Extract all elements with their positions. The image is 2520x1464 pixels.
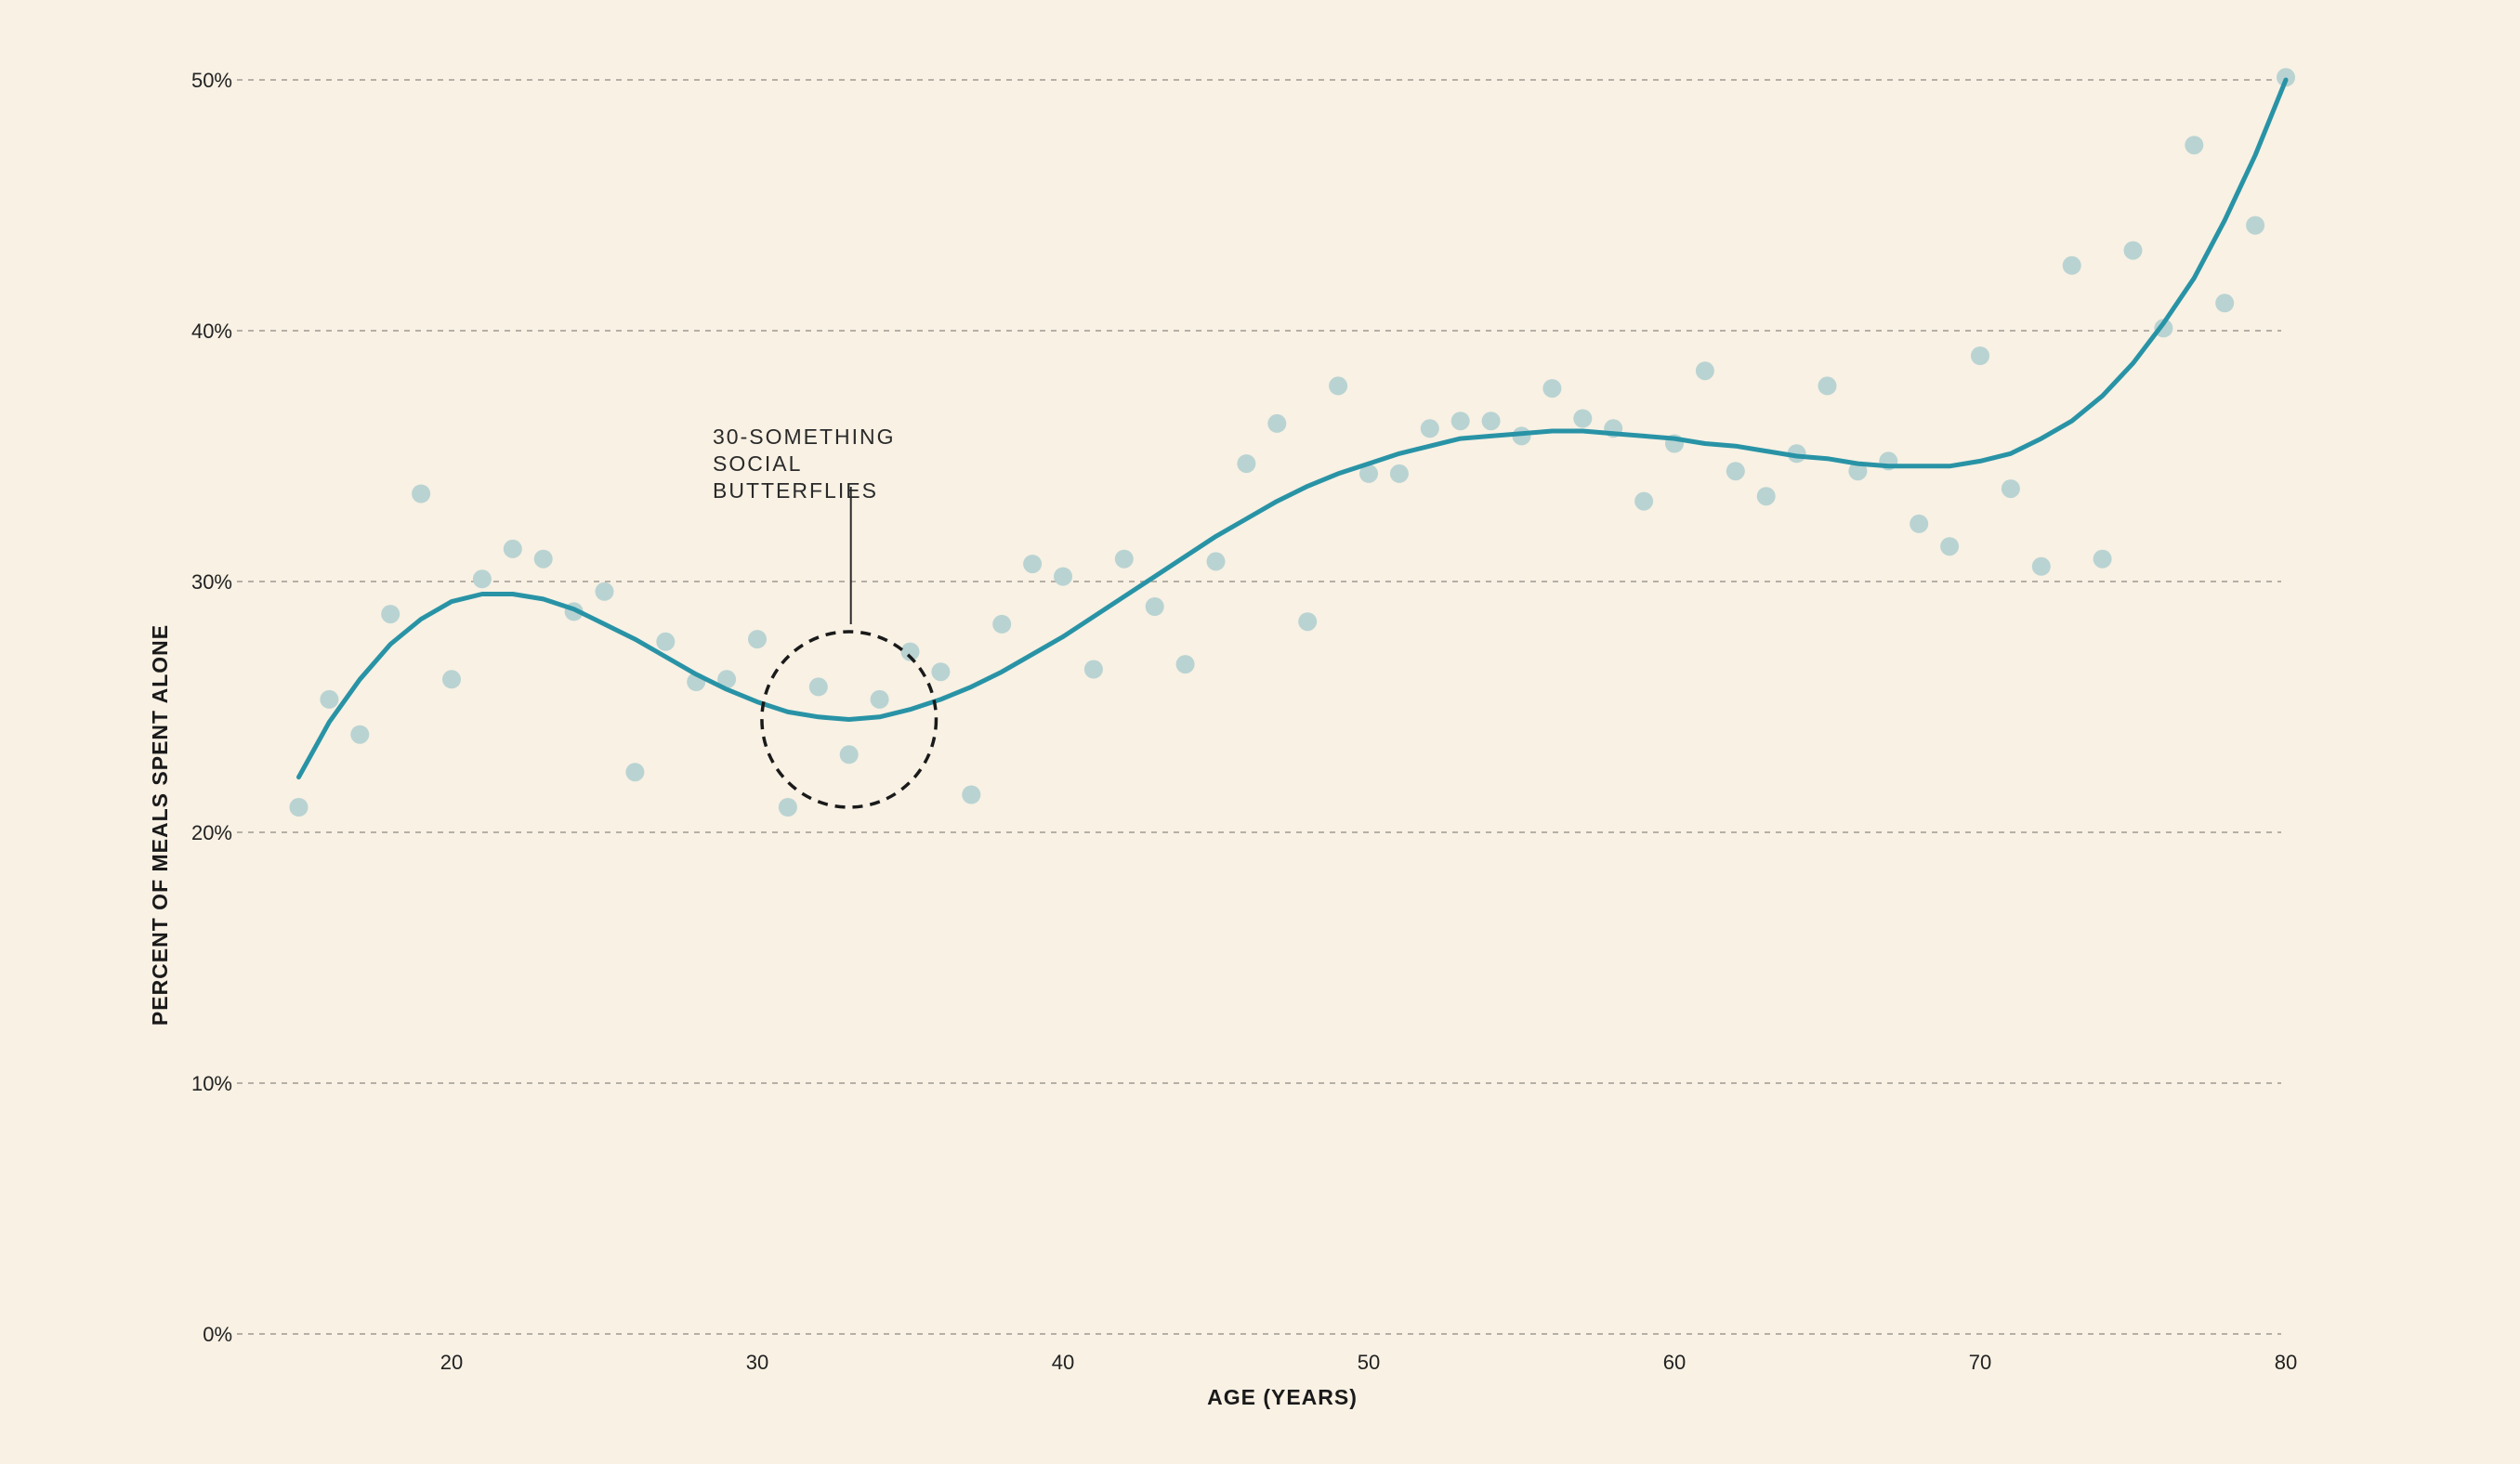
data-point [1298,612,1318,632]
data-point [1054,567,1072,586]
data-point [2185,136,2204,155]
data-point [289,798,308,817]
data-point [1114,549,1134,569]
data-point [2062,255,2081,275]
data-point [1940,537,1960,556]
data-point [1175,655,1195,674]
data-point [1145,597,1164,616]
data-point [1206,552,1226,571]
data-point [2001,479,2020,499]
data-point [381,605,400,624]
x-tick-label: 80 [2275,1351,2297,1374]
y-tick-label: 0% [203,1323,232,1346]
data-point [1023,555,1043,574]
data-point [595,582,614,601]
data-point [350,725,370,744]
data-point [1359,464,1378,483]
data-point [839,745,859,765]
data-point [1329,376,1348,396]
y-tick-labels: 0% 10% 20% 30% 40% 50% [191,69,232,1346]
y-axis-title: PERCENT OF MEALS SPENT ALONE [148,624,172,1026]
annotation-circle [760,630,938,809]
data-point [472,569,492,589]
data-point [808,677,828,697]
annotation-label-line: 30-SOMETHING [713,425,896,449]
data-point [1542,379,1562,399]
annotation-label-line: SOCIAL [713,451,802,476]
data-point [533,549,553,569]
trend-layer [296,77,2289,780]
x-tick-label: 30 [746,1351,768,1374]
data-point [748,630,767,649]
data-point [900,642,920,661]
data-point [1237,454,1256,474]
y-tick-label: 40% [191,320,232,343]
trend-line [296,77,2289,780]
data-points [289,68,2295,817]
x-tick-label: 70 [1969,1351,1991,1374]
data-point [1481,412,1501,431]
x-tick-label: 20 [440,1351,463,1374]
data-point [1450,412,1470,431]
data-point [870,689,889,709]
data-point [656,632,676,651]
y-tick-label: 30% [191,570,232,594]
data-point [1818,376,1837,396]
data-point [1910,514,1929,533]
y-tick-label: 10% [191,1072,232,1095]
data-point [1756,487,1776,506]
x-tick-label: 60 [1663,1351,1686,1374]
data-point [1083,660,1103,679]
data-point [442,670,461,689]
data-point [931,662,951,682]
data-point [1573,409,1593,428]
data-point [2215,294,2235,313]
data-point [717,670,737,689]
x-tick-label: 50 [1358,1351,1380,1374]
data-point [2123,241,2143,260]
data-point [962,785,981,804]
data-point [412,484,431,503]
data-point [1695,361,1714,381]
data-point [2093,549,2112,569]
y-tick-label: 50% [191,69,232,92]
x-axis-title: AGE (YEARS) [1207,1385,1358,1409]
x-tick-label: 40 [1052,1351,1074,1374]
data-point [1971,346,1989,365]
data-point [503,539,522,558]
data-point [1848,462,1868,481]
data-point [778,798,797,817]
data-point [1726,462,1745,481]
x-tick-labels: 20 30 40 50 60 70 80 [440,1351,2297,1374]
data-point [1267,413,1287,433]
data-point [2277,68,2295,87]
data-point [2246,216,2265,235]
data-point [320,689,339,709]
data-point [1389,464,1409,483]
annotation-label-line: BUTTERFLIES [713,478,878,503]
y-tick-label: 20% [191,821,232,844]
data-point [1634,491,1654,511]
data-point [1420,419,1439,438]
data-point [992,614,1012,634]
data-point [625,763,645,782]
data-point [2031,556,2051,576]
